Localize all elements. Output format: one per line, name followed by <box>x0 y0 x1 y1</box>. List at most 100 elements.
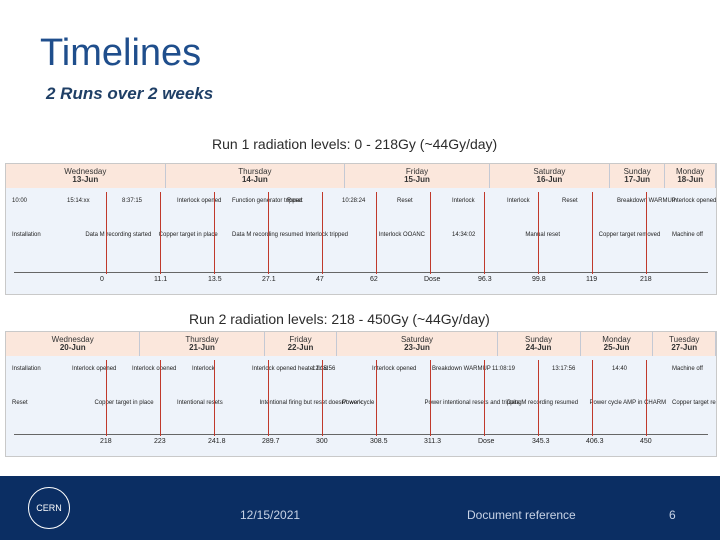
day-date: 13-Jun <box>72 175 99 184</box>
dose-label: 0 <box>100 276 104 283</box>
timeline-event: 14:40 <box>612 366 628 372</box>
day-name: Saturday <box>533 166 566 176</box>
day-column: Sunday 17-Jun <box>609 164 666 188</box>
timeline-event: 13:17:56 <box>552 366 576 372</box>
day-column: Monday 25-Jun <box>580 332 654 356</box>
timeline-event: Data M recording started <box>85 232 152 238</box>
dose-axis <box>14 434 708 435</box>
dose-label: 218 <box>100 438 112 445</box>
run2-caption: Run 2 radiation levels: 218 - 450Gy (~44… <box>189 311 490 327</box>
day-column: Tuesday 27-Jun <box>653 332 716 356</box>
dose-label: 450 <box>640 438 652 445</box>
timeline-event: Power cycle AMP in CHARM <box>589 400 667 406</box>
dose-label: 27.1 <box>262 276 276 283</box>
event-marker <box>214 192 215 274</box>
day-column: Thursday 14-Jun <box>165 164 346 188</box>
day-column: Saturday 23-Jun <box>337 332 498 356</box>
event-marker <box>484 360 485 436</box>
event-marker <box>376 192 377 274</box>
event-marker <box>592 192 593 274</box>
dose-label: Dose <box>424 276 441 283</box>
timeline-event: Reset <box>12 400 28 406</box>
day-date: 27-Jun <box>671 343 698 352</box>
dose-label: Dose <box>478 438 495 445</box>
timeline-event: Interlock <box>452 198 475 204</box>
cern-logo: CERN <box>28 487 70 529</box>
day-name: Tuesday <box>669 334 700 344</box>
timeline-event: Reset <box>562 198 578 204</box>
timeline-event: Intentional firing but reset doesn't wor… <box>259 400 363 406</box>
event-marker <box>484 192 485 274</box>
dose-label: 308.5 <box>370 438 388 445</box>
day-date: 14-Jun <box>241 175 268 184</box>
timeline-event: Installation <box>12 366 41 372</box>
day-name: Wednesday <box>64 166 107 176</box>
day-column: Saturday 16-Jun <box>489 164 610 188</box>
timeline-event: Interlock OOANC <box>378 232 426 238</box>
event-marker <box>322 192 323 274</box>
event-marker <box>430 192 431 274</box>
dose-label: 300 <box>316 438 328 445</box>
run1-timeline: Wednesday 13-Jun Thursday 14-Jun Friday 15-Ju… <box>5 163 717 295</box>
day-name: Saturday <box>400 334 433 344</box>
timeline-event: Interlock opened heater fired <box>252 366 329 372</box>
day-date: 20-Jun <box>59 343 86 352</box>
timeline-event: Copper target removed <box>598 232 661 238</box>
timeline-event: Data M recording resumed <box>507 400 579 406</box>
event-marker <box>106 192 107 274</box>
timeline-event: Copper target in place <box>94 400 154 406</box>
event-marker <box>592 360 593 436</box>
dose-label: 13.5 <box>208 276 222 283</box>
day-name: Friday <box>289 334 312 344</box>
run1-day-header: Wednesday 13-Jun Thursday 14-Jun Friday 15-Ju… <box>6 164 716 188</box>
day-column: Thursday 21-Jun <box>140 332 265 356</box>
timeline-event: Intentional resets <box>177 400 223 406</box>
event-marker <box>646 360 647 436</box>
footer-bar <box>0 476 720 540</box>
event-marker <box>160 192 161 274</box>
event-marker <box>538 360 539 436</box>
event-marker <box>160 360 161 436</box>
timeline-event: 12:15:56 <box>312 366 336 372</box>
timeline-event: Interlock <box>192 366 215 372</box>
dose-label: 11.1 <box>154 276 168 283</box>
timeline-event: Copper target in place <box>158 232 218 238</box>
day-name: Monday <box>602 334 631 344</box>
event-marker <box>430 360 431 436</box>
event-marker <box>376 360 377 436</box>
day-name: Friday <box>405 166 429 176</box>
day-date: 23-Jun <box>404 343 430 352</box>
event-marker <box>214 360 215 436</box>
day-name: Thursday <box>238 166 272 176</box>
day-date: 24-Jun <box>525 343 552 352</box>
run2-timeline: Wednesday 20-Jun Thursday 21-Jun Friday 22-Ju… <box>5 331 717 457</box>
timeline-event: 14:34:02 <box>452 232 476 238</box>
timeline-event: Breakdown WARMUP <box>432 366 491 372</box>
run1-caption: Run 1 radiation levels: 0 - 218Gy (~44Gy… <box>212 136 498 152</box>
day-column: Wednesday 13-Jun <box>6 164 166 188</box>
dose-label: 289.7 <box>262 438 280 445</box>
event-marker <box>322 360 323 436</box>
day-column: Friday 22-Jun <box>264 332 338 356</box>
timeline-event: Interlock opened and sliding <box>672 198 717 204</box>
run2-day-header: Wednesday 20-Jun Thursday 21-Jun Friday 22-Ju… <box>6 332 716 356</box>
timeline-event: Machine off <box>672 232 703 238</box>
footer-date: 12/15/2021 <box>240 508 301 522</box>
day-date: 15-Jun <box>404 175 430 184</box>
timeline-event: 10:00 <box>12 198 28 204</box>
timeline-event: Data M recording resumed <box>232 232 304 238</box>
timeline-event: Interlock opened <box>72 366 117 372</box>
event-marker <box>268 360 269 436</box>
day-name: Sunday <box>623 166 651 176</box>
timeline-event: Interlock opened <box>177 198 222 204</box>
timeline-event: Copper target removed <box>672 400 716 406</box>
timeline-event: 10:28:24 <box>342 198 366 204</box>
day-column: Sunday 24-Jun <box>497 332 581 356</box>
event-marker <box>538 192 539 274</box>
dose-label: 223 <box>154 438 166 445</box>
event-marker <box>268 192 269 274</box>
day-name: Sunday <box>524 334 553 344</box>
dose-label: 119 <box>586 276 598 283</box>
timeline-event: Interlock tripped <box>305 232 349 238</box>
day-column: Monday 18-Jun <box>665 164 716 188</box>
